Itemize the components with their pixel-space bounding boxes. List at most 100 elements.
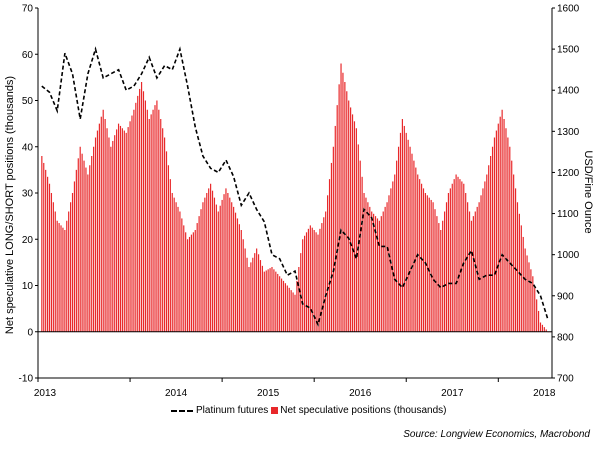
bar [173, 197, 175, 332]
bar [514, 188, 517, 332]
bar [94, 137, 97, 332]
bar [376, 218, 379, 332]
bar [211, 190, 214, 332]
bar [188, 236, 191, 332]
bar [386, 202, 388, 332]
bar [91, 156, 93, 332]
bar [309, 225, 311, 332]
left-tick-label: 50 [22, 96, 34, 107]
bar [374, 216, 377, 332]
bar [165, 151, 168, 332]
line-series [41, 46, 549, 327]
right-tick-label: 1500 [557, 45, 580, 56]
bar [365, 197, 367, 332]
bar [50, 193, 53, 332]
bar [117, 123, 120, 332]
bar [513, 174, 515, 332]
legend-line-swatch [171, 409, 193, 412]
bar [491, 146, 494, 332]
bar [415, 167, 417, 332]
bar [472, 216, 474, 332]
bar [160, 119, 162, 332]
bar [332, 146, 334, 332]
bar [369, 206, 371, 332]
left-tick-label: 70 [22, 4, 34, 15]
bar [75, 169, 77, 332]
bar [52, 202, 54, 332]
bar [163, 137, 166, 332]
right-tick-label: 1100 [557, 209, 579, 220]
bar [73, 181, 76, 332]
axes [35, 7, 555, 382]
bar [70, 202, 72, 332]
bar [342, 72, 344, 332]
bar [455, 174, 457, 332]
bar [144, 100, 146, 332]
bar [108, 137, 110, 332]
bar [54, 211, 56, 332]
bar [537, 310, 540, 332]
bar [384, 206, 386, 332]
bar [290, 290, 292, 332]
bar [133, 109, 135, 332]
bar [445, 202, 448, 332]
bar [541, 324, 544, 332]
bar [488, 165, 490, 332]
bar [359, 160, 361, 332]
bar [66, 220, 68, 332]
left-tick-label: 0 [27, 327, 33, 338]
bar [139, 88, 141, 332]
source-note: Source: Longview Economics, Macrobond [403, 429, 590, 440]
right-tick-label: 1200 [557, 168, 580, 179]
bar [171, 193, 173, 332]
left-tick-label: 40 [22, 142, 34, 153]
bar [150, 114, 152, 332]
bar [499, 116, 501, 332]
bar [187, 239, 189, 332]
bar [275, 271, 277, 332]
bar [77, 158, 79, 332]
bar [217, 211, 219, 332]
bar [307, 228, 310, 332]
bar [284, 283, 287, 332]
bar [382, 211, 384, 332]
left-tick-label: 10 [22, 281, 34, 292]
bar [319, 228, 321, 332]
bar [104, 119, 106, 332]
x-tick-label: 2015 [257, 388, 280, 399]
bar [116, 129, 118, 332]
bar [484, 181, 486, 332]
bar [43, 162, 45, 332]
bar [85, 167, 87, 332]
bar [522, 236, 524, 332]
bar [334, 125, 336, 332]
bar [233, 206, 235, 332]
bar [208, 188, 210, 332]
bar [447, 193, 450, 332]
bar [110, 146, 112, 332]
bar [453, 179, 455, 332]
bar [152, 109, 154, 332]
bar [357, 144, 359, 332]
bar [323, 217, 325, 332]
bar [328, 179, 331, 332]
bar [465, 193, 467, 332]
bar [200, 209, 202, 332]
bar [344, 82, 346, 332]
bar [543, 327, 545, 332]
bar [440, 230, 442, 332]
bar [325, 211, 327, 332]
bar [432, 202, 434, 332]
bar [280, 278, 283, 332]
bar [392, 181, 394, 332]
bar [234, 212, 237, 332]
bar [507, 137, 509, 332]
bar [509, 146, 511, 332]
bar [231, 202, 233, 332]
bar [304, 235, 306, 332]
bar [330, 162, 333, 332]
bar [305, 232, 308, 332]
bar [528, 262, 530, 332]
bar [505, 128, 507, 332]
bar [215, 204, 217, 332]
